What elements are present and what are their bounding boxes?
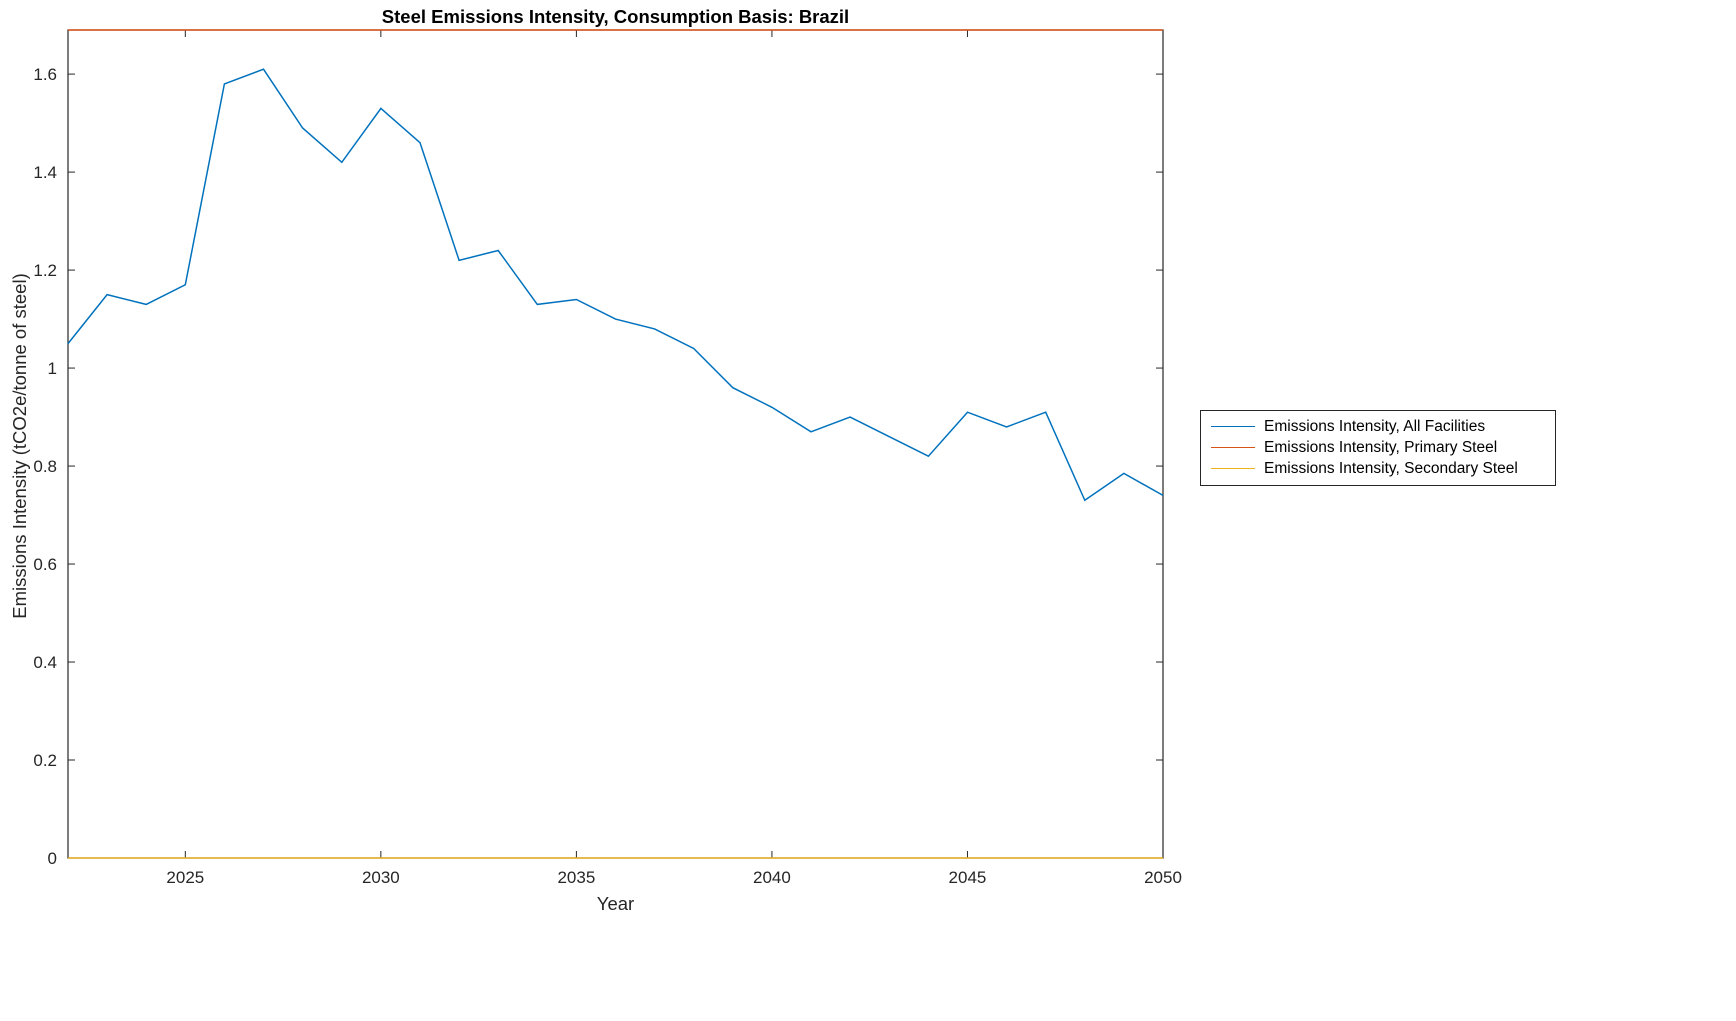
x-tick-label: 2045 <box>949 868 987 887</box>
legend-label: Emissions Intensity, Secondary Steel <box>1264 459 1518 477</box>
x-tick-label: 2040 <box>753 868 791 887</box>
chart-title: Steel Emissions Intensity, Consumption B… <box>381 6 850 27</box>
x-tick-label: 2025 <box>166 868 204 887</box>
x-axis-label: Year <box>596 893 635 914</box>
y-axis-label: Emissions Intensity (tCO2e/tonne of stee… <box>9 273 30 619</box>
y-tick-label: 0.4 <box>33 653 57 672</box>
y-tick-label: 1.4 <box>33 163 57 182</box>
x-tick-label: 2050 <box>1144 868 1182 887</box>
legend-label: Emissions Intensity, All Facilities <box>1264 417 1486 435</box>
legend-label: Emissions Intensity, Primary Steel <box>1264 438 1498 456</box>
y-tick-label: 1.2 <box>33 261 57 280</box>
x-tick-label: 2035 <box>557 868 595 887</box>
y-tick-label: 0 <box>48 849 57 868</box>
legend: Emissions Intensity, All Facilities Emiss… <box>1200 410 1556 486</box>
legend-line-sample <box>1211 426 1255 427</box>
y-tick-label: 0.2 <box>33 751 57 770</box>
y-tick-label: 0.6 <box>33 555 57 574</box>
legend-line-sample <box>1211 447 1255 448</box>
y-tick-label: 1 <box>48 359 57 378</box>
legend-item: Emissions Intensity, Primary Steel <box>1201 437 1555 458</box>
legend-line-sample <box>1211 468 1255 469</box>
x-tick-label: 2030 <box>362 868 400 887</box>
series-line-0 <box>67 68 1164 502</box>
legend-item: Emissions Intensity, All Facilities <box>1201 416 1555 437</box>
y-tick-label: 1.6 <box>33 65 57 84</box>
legend-item: Emissions Intensity, Secondary Steel <box>1201 458 1555 479</box>
axes-box <box>67 29 1164 859</box>
y-tick-label: 0.8 <box>33 457 57 476</box>
